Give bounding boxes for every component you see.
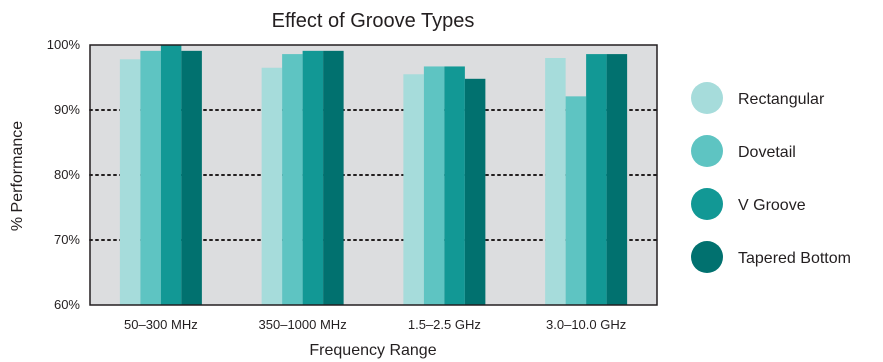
x-axis-ticks: 50–300 MHz 350–1000 MHz 1.5–2.5 GHz 3.0–10.… [124, 317, 626, 332]
y-tick-label: 90% [54, 102, 80, 117]
bar [140, 50, 161, 305]
bar [606, 54, 628, 305]
bar [423, 66, 445, 305]
y-tick-label: 80% [54, 167, 80, 182]
chart-title: Effect of Groove Types [272, 10, 475, 32]
bars [119, 45, 628, 305]
bar [119, 59, 141, 305]
x-tick-label: 1.5–2.5 GHz [408, 317, 481, 332]
bar [586, 54, 607, 305]
legend-label: Tapered Bottom [738, 250, 851, 267]
bar [444, 66, 465, 305]
bar [181, 50, 202, 305]
x-tick-label: 50–300 MHz [124, 317, 198, 332]
x-tick-label: 350–1000 MHz [259, 317, 347, 332]
plot-frame [89, 44, 658, 306]
x-axis-label: Frequency Range [309, 342, 436, 359]
bar [302, 50, 324, 305]
bar [565, 96, 587, 305]
bar [545, 58, 566, 305]
bar [282, 54, 303, 305]
legend-label: V Groove [738, 197, 806, 214]
y-axis-ticks: 60% 70% 80% 90% 100% [47, 37, 81, 312]
bar [323, 50, 344, 305]
legend: Rectangular Dovetail V Groove Tapered Botto… [691, 82, 851, 273]
legend-swatch [691, 82, 723, 114]
y-tick-label: 60% [54, 297, 80, 312]
bar [403, 74, 424, 305]
legend-swatch [691, 241, 723, 273]
y-axis-label: % Performance [9, 121, 26, 231]
legend-label: Rectangular [738, 91, 825, 108]
legend-label: Dovetail [738, 144, 796, 161]
legend-swatch [691, 188, 723, 220]
grid-lines [89, 109, 658, 241]
y-tick-label: 70% [54, 232, 80, 247]
legend-swatch [691, 135, 723, 167]
x-tick-label: 3.0–10.0 GHz [546, 317, 626, 332]
bar [160, 45, 182, 305]
bar [261, 67, 283, 305]
y-tick-label: 100% [47, 37, 81, 52]
bar [464, 78, 486, 305]
